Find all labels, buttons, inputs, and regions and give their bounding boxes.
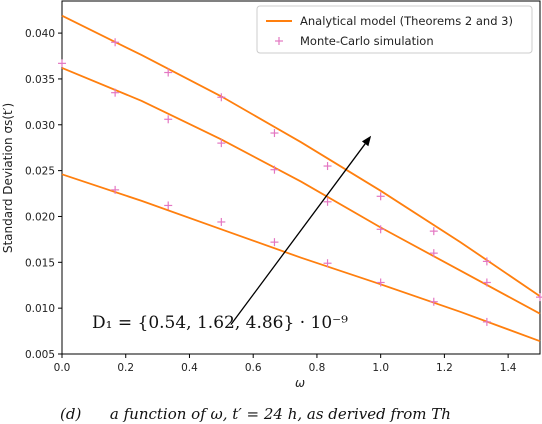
montecarlo-point [217,93,226,102]
analytical-line-3 [61,173,541,343]
annotation-arrowhead [361,135,372,147]
montecarlo-point [429,297,438,306]
x-tick-label: 0.4 [181,362,198,374]
y-tick-label: 0.010 [25,303,55,315]
x-tick-label: 0.6 [245,362,262,374]
montecarlo-point [270,129,279,138]
montecarlo-point [164,115,173,124]
figure-caption: (d) a function of ω, t′ = 24 h, as deriv… [60,405,451,423]
plot-frame [61,0,541,355]
montecarlo-point [376,192,385,201]
montecarlo-point [111,185,120,194]
x-tick-label: 1.4 [500,362,517,374]
x-tick-label: 0.2 [117,362,134,374]
montecarlo-point [111,88,120,97]
montecarlo-point [323,259,332,268]
x-axis-label: ω [295,376,305,390]
montecarlo-point [482,317,491,326]
montecarlo-point [323,197,332,206]
montecarlo-point [164,68,173,77]
legend-analytical-label: Analytical model (Theorems 2 and 3) [300,14,513,28]
y-tick-label: 0.035 [25,74,55,86]
analytical-line-2 [61,67,541,315]
montecarlo-point [376,278,385,287]
x-tick-label: 1.2 [436,362,453,374]
legend-montecarlo-label: Monte-Carlo simulation [300,34,434,48]
montecarlo-point [58,59,66,68]
legend: Analytical model (Theorems 2 and 3) Mont… [256,5,533,54]
y-tick-label: 0.025 [25,166,55,178]
montecarlo-point [164,201,173,210]
montecarlo-point [217,139,226,148]
montecarlo-point [376,225,385,234]
legend-montecarlo-swatch [275,37,283,45]
y-tick-label: 0.015 [25,257,55,269]
montecarlo-markers [58,38,542,326]
y-tick-label: 0.030 [25,120,55,132]
legend-box [256,5,533,54]
x-tick-label: 0.0 [54,362,71,374]
x-tick-label: 0.8 [309,362,326,374]
x-tick-label: 1.0 [372,362,389,374]
montecarlo-point [323,162,332,171]
montecarlo-point [429,249,438,258]
analytical-lines [61,14,541,343]
montecarlo-point [482,257,491,266]
montecarlo-point [536,293,542,302]
y-axis-label: Standard Deviation σs(t′) [1,103,15,253]
montecarlo-point [270,165,279,174]
analytical-line-1 [61,14,541,297]
annotation-arrow [230,143,366,326]
y-tick-label: 0.040 [25,28,55,40]
legend-plus-marker [275,37,283,45]
montecarlo-point [217,217,226,226]
montecarlo-point [111,38,120,47]
montecarlo-point [429,227,438,236]
montecarlo-point [482,278,491,287]
ticks-layer: 0.0 0.2 0.4 0.6 0.8 1.0 1.2 1.4 0.005 0.010 0.015 0… [25,28,517,374]
montecarlo-point [270,238,279,247]
y-tick-label: 0.005 [25,349,55,361]
y-tick-label: 0.020 [25,211,55,223]
annotation-text: D₁ = {0.54, 1.62, 4.86} · 10⁻⁹ [92,313,348,333]
